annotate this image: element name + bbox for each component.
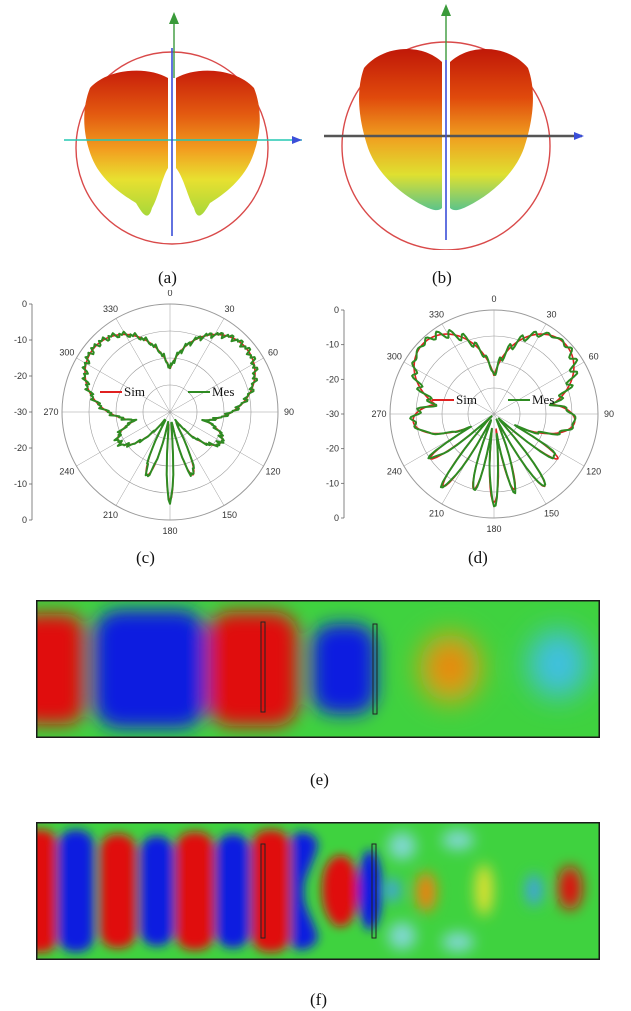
legend-label-mes: Mes (212, 384, 234, 399)
slot-1 (260, 621, 266, 713)
slot-1 (260, 843, 266, 939)
angle-label: 300 (387, 352, 402, 362)
radial-tick-label: -20 (326, 374, 339, 384)
angle-label: 150 (222, 510, 237, 520)
caption-c: (c) (136, 548, 155, 567)
angle-label: 120 (266, 467, 281, 477)
polar-grid (61, 303, 279, 521)
caption-f: (f) (310, 990, 327, 1009)
field-map-e (36, 600, 600, 738)
angle-label: 300 (59, 348, 74, 358)
angle-label: 210 (103, 510, 118, 520)
radial-tick-label: 0 (334, 305, 339, 315)
up-arrow-icon (441, 4, 451, 16)
radial-axis: 0 -10 -20 -30 -20 -10 0 (326, 305, 345, 523)
radial-tick-label: 0 (334, 513, 339, 523)
polar-grid (389, 309, 599, 519)
legend-label-sim: Sim (124, 384, 145, 399)
caption-d: (d) (468, 548, 488, 567)
angle-label: 30 (546, 309, 556, 319)
angle-label: 90 (604, 409, 614, 419)
angle-label: 270 (43, 407, 58, 417)
legend-label-sim: Sim (456, 392, 477, 407)
polar-plot-c: 0 -10 -20 -30 -20 -10 0 0 30 60 90 120 150 180 210 240 2… (14, 290, 294, 536)
slot-2 (371, 843, 377, 939)
angle-label: 180 (162, 526, 177, 536)
x-arrow-icon (292, 136, 302, 144)
radial-tick-label: -20 (14, 371, 27, 381)
x-arrow-icon (574, 132, 584, 140)
angle-label: 150 (544, 509, 559, 519)
legend-label-mes: Mes (532, 392, 554, 407)
radial-tick-label: -10 (14, 479, 27, 489)
angle-label: 180 (486, 524, 501, 534)
angle-label: 240 (387, 467, 402, 477)
radial-tick-label: 0 (22, 515, 27, 525)
left-lobe (359, 49, 442, 211)
up-arrow-icon (169, 12, 179, 24)
caption-b: (b) (432, 268, 452, 287)
right-lobe (450, 49, 533, 211)
slot-2 (372, 623, 378, 715)
angle-label: 240 (59, 467, 74, 477)
radial-tick-label: -10 (326, 340, 339, 350)
radial-tick-label: 0 (22, 299, 27, 309)
angle-label: 270 (371, 409, 386, 419)
angle-label: 30 (224, 304, 234, 314)
left-lobe (84, 70, 168, 216)
angle-label: 210 (429, 509, 444, 519)
radial-tick-label: -30 (326, 409, 339, 419)
caption-a: (a) (158, 268, 177, 287)
radial-tick-label: -30 (14, 407, 27, 417)
angle-label: 120 (586, 467, 601, 477)
angle-label: 0 (167, 290, 172, 298)
right-lobe (176, 70, 260, 216)
radial-tick-label: -10 (326, 478, 339, 488)
radial-axis: 0 -10 -20 -30 -20 -10 0 (14, 299, 33, 525)
radial-tick-label: -10 (14, 335, 27, 345)
series-mes (409, 329, 579, 508)
pattern-3d-a (64, 12, 302, 245)
caption-e: (e) (310, 770, 329, 789)
radial-tick-label: -20 (14, 443, 27, 453)
series-mes (81, 330, 259, 505)
angle-label: 60 (268, 348, 278, 358)
angle-label: 60 (589, 352, 599, 362)
angle-label: 330 (429, 309, 444, 319)
radial-tick-label: -20 (326, 444, 339, 454)
polar-plot-d: 0 -10 -20 -30 -20 -10 0 0 30 60 90 120 150 180 210 240 2… (326, 294, 614, 534)
pattern-3d-b (324, 4, 584, 250)
field-map-f (36, 822, 600, 960)
angle-label: 0 (491, 294, 496, 304)
angle-label: 90 (284, 407, 294, 417)
angle-label: 330 (103, 304, 118, 314)
